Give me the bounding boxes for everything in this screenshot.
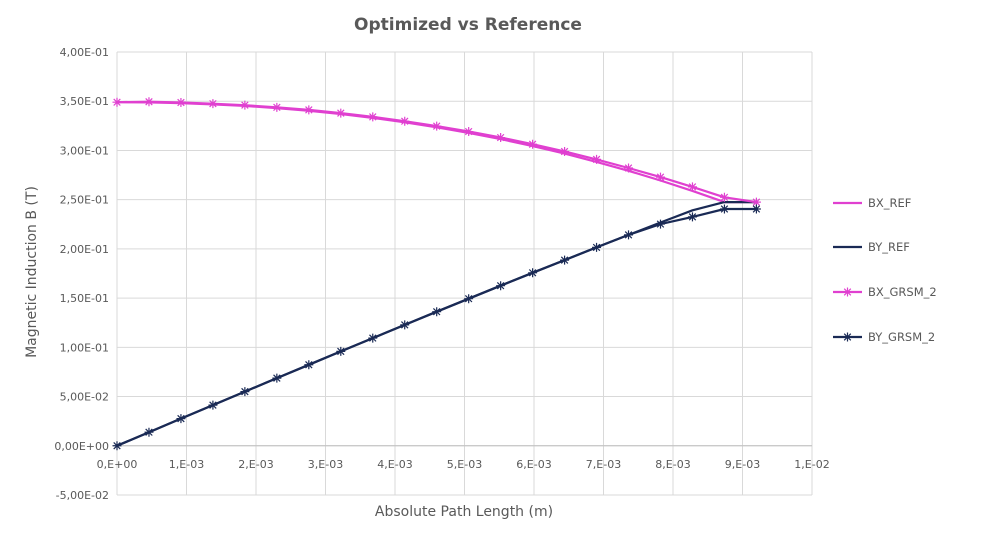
x-axis-title: Absolute Path Length (m) [375,504,553,520]
data-point-marker [304,105,313,114]
series-bx-ref [117,102,756,202]
data-point-marker [208,99,217,108]
data-point-marker [688,212,697,221]
data-point-marker [560,256,569,265]
data-point-marker [592,243,601,252]
x-tick-label: 5,E-03 [447,458,482,471]
y-tick-label: 1,00E-01 [60,341,109,354]
y-tick-label: 2,50E-01 [60,194,109,207]
data-point-marker [368,334,377,343]
data-point-marker [304,360,313,369]
x-tick-label: 0,E+00 [97,458,138,471]
y-tick-label: 1,50E-01 [60,292,109,305]
series-line [117,102,756,202]
series-by-grsm-2 [113,205,761,451]
x-tick-label: 1,E-02 [794,458,829,471]
data-point-marker [176,414,185,423]
series-line [117,209,756,446]
data-point-marker [720,205,729,214]
data-point-marker [464,294,473,303]
data-point-marker [496,133,505,142]
data-point-marker [688,182,697,191]
legend: BX_REF BY_REF BX_GRSM_2 BY_GRSM_2 [833,196,937,344]
data-point-marker [432,307,441,316]
data-point-marker [400,320,409,329]
data-point-marker [144,428,153,437]
chart-title: Optimized vs Reference [354,15,582,35]
y-tick-label: 3,00E-01 [60,144,109,157]
data-point-marker [656,173,665,182]
x-tick-label: 2,E-03 [238,458,273,471]
data-point-marker [208,401,217,410]
data-point-marker [464,127,473,136]
data-point-marker [176,98,185,107]
data-point-marker [560,147,569,156]
data-point-marker [113,98,122,107]
legend-label: BY_REF [868,240,910,254]
y-tick-label: -5,00E-02 [56,489,109,502]
data-point-marker [336,347,345,356]
legend-entry: BX_REF [833,196,911,210]
x-tick-label: 8,E-03 [655,458,690,471]
legend-entry: BX_GRSM_2 [833,285,937,299]
x-tick-label: 3,E-03 [308,458,343,471]
data-point-marker [528,140,537,149]
y-tick-label: 3,50E-01 [60,95,109,108]
x-tick-label: 6,E-03 [516,458,551,471]
legend-entry: BY_GRSM_2 [833,330,935,344]
y-tick-label: 0,00E+00 [54,440,109,453]
y-tick-label: 2,00E-01 [60,243,109,256]
data-point-marker [240,101,249,110]
y-axis-title: Magnetic Induction B (T) [24,186,40,358]
chart: Optimized vs Reference -5,00E-02 0,00E+00… [0,0,988,538]
y-tick-label: 5,00E-02 [60,391,109,404]
data-point-marker [432,122,441,131]
data-point-marker [144,97,153,106]
y-tick-labels: -5,00E-02 0,00E+00 5,00E-02 1,00E-01 1,50E-0… [54,46,109,502]
data-point-marker [624,230,633,239]
x-tick-label: 7,E-03 [586,458,621,471]
legend-label: BX_REF [868,196,911,210]
legend-marker [843,288,852,297]
data-point-marker [113,441,122,450]
chart-canvas: Optimized vs Reference -5,00E-02 0,00E+00… [0,0,988,538]
data-point-marker [528,268,537,277]
x-tick-labels: 0,E+00 1,E-03 2,E-03 3,E-03 4,E-03 5,E-03 6,E-… [97,458,830,471]
data-point-marker [496,281,505,290]
data-point-marker [240,387,249,396]
data-point-marker [592,155,601,164]
legend-label: BY_GRSM_2 [868,330,935,344]
data-point-marker [720,193,729,202]
data-point-marker [400,117,409,126]
data-point-marker [272,103,281,112]
legend-entry: BY_REF [833,240,910,254]
legend-label: BX_GRSM_2 [868,285,937,299]
legend-marker [843,333,852,342]
data-point-marker [752,205,761,214]
y-tick-label: 4,00E-01 [60,46,109,59]
series-bx-grsm-2 [113,97,761,206]
x-tick-label: 4,E-03 [377,458,412,471]
grid-lines [117,52,812,495]
data-point-marker [624,163,633,172]
x-tick-label: 9,E-03 [725,458,760,471]
x-tick-label: 1,E-03 [169,458,204,471]
data-point-marker [336,109,345,118]
series-line [117,102,756,202]
data-point-marker [656,220,665,229]
data-point-marker [368,112,377,121]
data-point-marker [272,374,281,383]
